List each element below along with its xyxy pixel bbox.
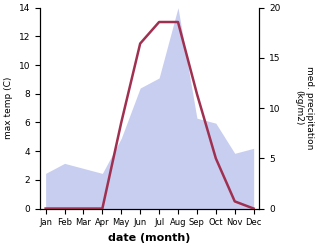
Y-axis label: med. precipitation
(kg/m2): med. precipitation (kg/m2) [294, 66, 314, 150]
X-axis label: date (month): date (month) [108, 233, 191, 243]
Y-axis label: max temp (C): max temp (C) [4, 77, 13, 139]
